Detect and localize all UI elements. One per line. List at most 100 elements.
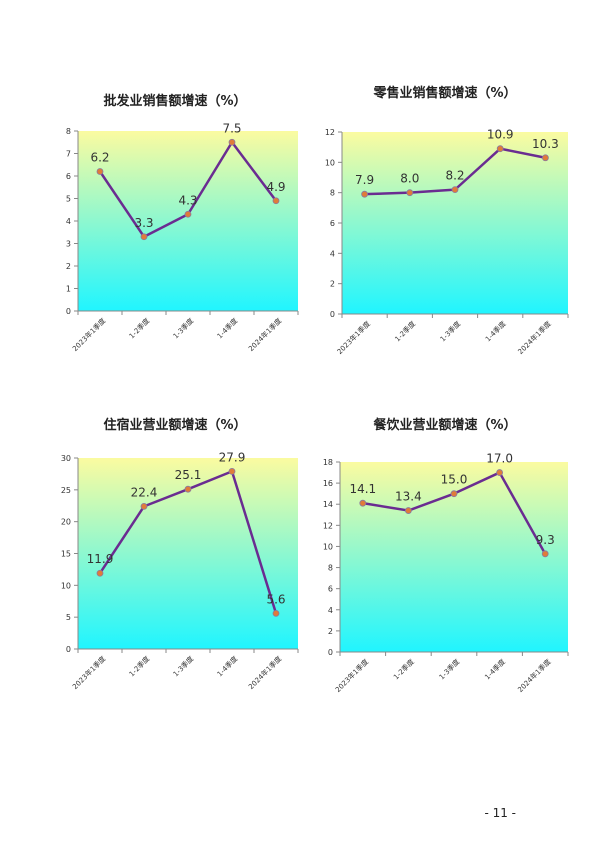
y-tick-label: 5 [66,195,71,204]
y-tick-label: 8 [328,564,333,573]
y-tick-label: 8 [330,189,335,198]
y-tick-label: 4 [330,249,335,258]
y-tick-label: 2 [328,627,333,636]
data-point [96,168,104,175]
x-tick-label: 1-3季度 [171,316,195,340]
x-tick-label: 1-3季度 [437,657,461,681]
chart-retail: 零售业销售额增速（%） 0 2 4 6 8 10 12 2023年1季度 1-2季度 1-3季度 1… [310,80,580,380]
y-tick-label: 30 [61,454,71,463]
data-label: 17.0 [486,452,513,466]
y-tick-label: 10 [323,542,333,551]
data-label: 6.2 [90,151,109,165]
x-tick-label: 1-4季度 [215,654,239,678]
x-tick-label: 1-3季度 [171,654,195,678]
y-tick-label: 16 [323,479,333,488]
y-tick-label: 20 [61,518,71,527]
data-label: 27.9 [219,450,246,464]
data-point [184,485,192,493]
y-tick-label: 18 [323,458,333,467]
chart-title: 住宿业营业额增速（%） [103,418,247,433]
page-number: - 11 - [484,806,516,820]
data-point [359,499,367,507]
y-tick-label: 1 [66,285,71,294]
x-tick-label: 2024年1季度 [246,654,283,691]
data-point [541,154,549,162]
plot-background [342,132,568,314]
y-tick-label: 8 [66,127,71,136]
data-point [450,490,458,498]
y-tick-label: 2 [330,280,335,289]
x-tick-label: 1-2季度 [127,316,151,340]
x-tick-label: 1-2季度 [393,319,417,343]
x-tick-label: 1-4季度 [215,316,239,340]
chart-plot: 0 5 10 15 20 25 30 2023年1季度 1-2季度 1-3季度 1-4季度 2024年… [61,450,299,691]
chart-plot: 0 2 4 6 8 10 12 2023年1季度 1-2季度 1-3季度 1-4季度 2024年1季度… [325,128,569,356]
y-tick-label: 4 [328,606,333,615]
y-tick-label: 4 [66,217,71,226]
y-tick-label: 10 [325,158,335,167]
y-tick-label: 7 [66,150,71,159]
y-tick-label: 15 [61,550,71,559]
data-point [361,190,368,198]
data-label: 5.6 [266,592,285,606]
data-point [272,609,280,617]
data-label: 7.5 [222,121,241,135]
chart-plot: 0 1 2 3 4 5 6 7 8 2023年1季度 1-2季度 1-3季度 1-4季度 2024年1季度… [66,121,299,353]
x-tick-label: 1-3季度 [438,319,462,343]
x-tick-label: 2023年1季度 [335,319,372,356]
data-point [541,550,549,558]
data-point [228,138,236,146]
y-tick-label: 3 [66,240,71,249]
data-point [406,189,414,197]
y-tick-label: 0 [66,645,71,654]
x-tick-label: 1-4季度 [483,319,507,343]
data-point [405,507,412,514]
y-tick-label: 6 [328,585,333,594]
y-tick-label: 0 [330,310,335,319]
y-tick-label: 6 [330,219,335,228]
data-label: 11.9 [87,552,114,566]
data-label: 22.4 [131,485,158,499]
data-point [451,186,459,194]
x-tick-label: 2023年1季度 [333,657,370,694]
data-point [140,502,148,510]
chart-accommodation: 住宿业营业额增速（%） 0 5 10 15 20 25 30 2023年1季度 1-2季度 1-3… [40,412,310,712]
y-tick-label: 0 [66,307,71,316]
data-point [140,233,148,241]
y-tick-label: 6 [66,172,71,181]
data-point [272,197,280,205]
data-label: 4.9 [266,180,285,194]
chart-title: 零售业销售额增速（%） [373,86,517,101]
data-label: 9.3 [536,533,555,547]
x-tick-label: 2024年1季度 [516,319,553,356]
x-tick-label: 1-4季度 [483,657,507,681]
data-point [96,569,104,577]
chart-title: 批发业销售额增速（%） [103,94,247,109]
x-tick-label: 2023年1季度 [70,316,107,353]
data-point [228,467,236,475]
data-label: 3.3 [134,216,153,230]
data-point [496,145,504,153]
y-tick-label: 12 [325,128,335,137]
y-tick-label: 12 [323,521,333,530]
x-tick-label: 2024年1季度 [246,316,283,353]
y-tick-label: 5 [66,613,71,622]
data-label: 25.1 [175,468,202,482]
chart-plot: 0 2 4 6 8 10 12 14 16 18 2023年1季度 1-2季度 1-3季度 1-4季度 20… [323,452,569,694]
data-point [496,469,504,476]
y-tick-label: 14 [323,500,333,509]
x-tick-label: 2023年1季度 [70,654,107,691]
x-tick-label: 2024年1季度 [516,657,553,694]
data-label: 7.9 [355,173,374,187]
y-tick-label: 25 [61,486,71,495]
data-label: 13.4 [395,490,422,504]
chart-title: 餐饮业营业额增速（%） [373,418,517,433]
data-label: 15.0 [441,473,468,487]
y-tick-label: 2 [66,262,71,271]
y-tick-label: 0 [328,648,333,657]
data-label: 4.3 [178,193,197,207]
data-label: 8.2 [445,169,464,183]
plot-background [78,131,298,311]
chart-wholesale: 批发业销售额增速（%） 0 1 2 3 4 5 6 7 8 2023年1季度 1-2季度 1-3季度 1… [40,85,310,375]
chart-catering: 餐饮业营业额增速（%） 0 2 4 6 8 10 12 14 16 18 2023年1季度 1-2季度… [310,412,580,712]
